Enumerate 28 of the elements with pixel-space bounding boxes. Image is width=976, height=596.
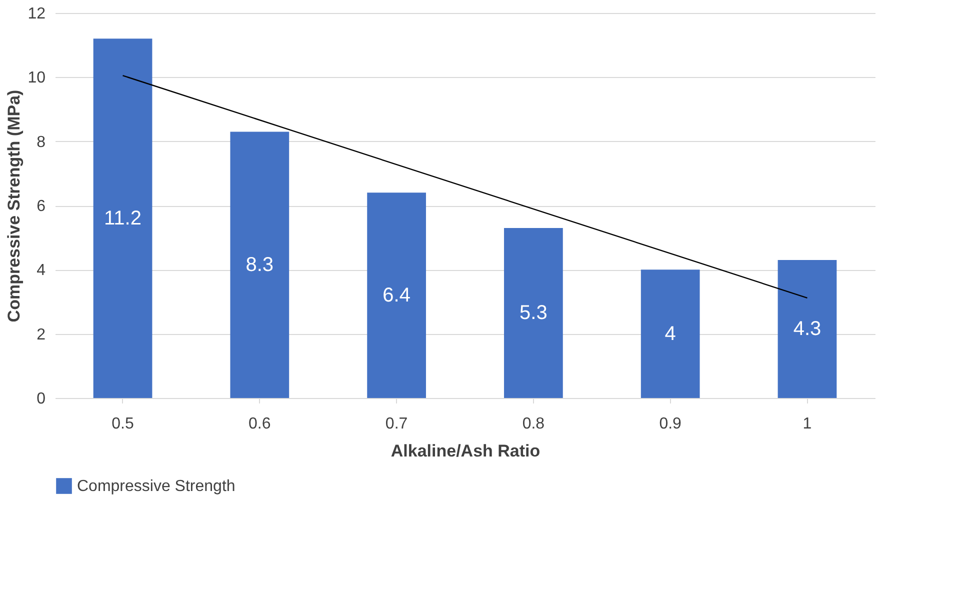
y-tick-label: 4 [36,262,46,280]
data-label: 11.2 [104,207,142,230]
bar [367,192,426,398]
y-tick-label: 6 [36,198,46,215]
bar [93,38,152,398]
bar [640,270,700,398]
y-axis-title: Compressive Strength (MPa) [4,90,24,322]
x-tick-label: 0.6 [248,416,271,432]
data-label: 5.3 [520,302,548,324]
legend-label: Compressive Strength [77,478,236,495]
data-label: 6.4 [382,284,410,306]
bar [778,260,837,398]
bar [230,132,290,398]
y-tick-label: 2 [36,326,46,344]
bar [504,228,563,398]
x-tick-label: 0.5 [112,416,134,432]
x-tick-label: 0.7 [385,416,408,432]
x-tick-label: 0.9 [659,416,682,432]
x-tick-label: 1 [802,416,812,432]
data-label: 8.3 [246,254,274,276]
x-tick-label: 0.8 [522,416,545,432]
x-axis-title: Alkaline/Ash Ratio [390,442,540,460]
y-tick-label: 8 [36,134,46,151]
data-label: 4 [664,322,676,345]
data-label: 4.3 [793,318,822,340]
y-tick-label: 10 [28,70,46,87]
y-tick-label: 12 [28,6,46,22]
y-tick-label: 0 [36,390,46,408]
